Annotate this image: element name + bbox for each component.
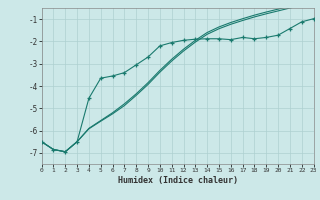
X-axis label: Humidex (Indice chaleur): Humidex (Indice chaleur) [118,176,237,185]
